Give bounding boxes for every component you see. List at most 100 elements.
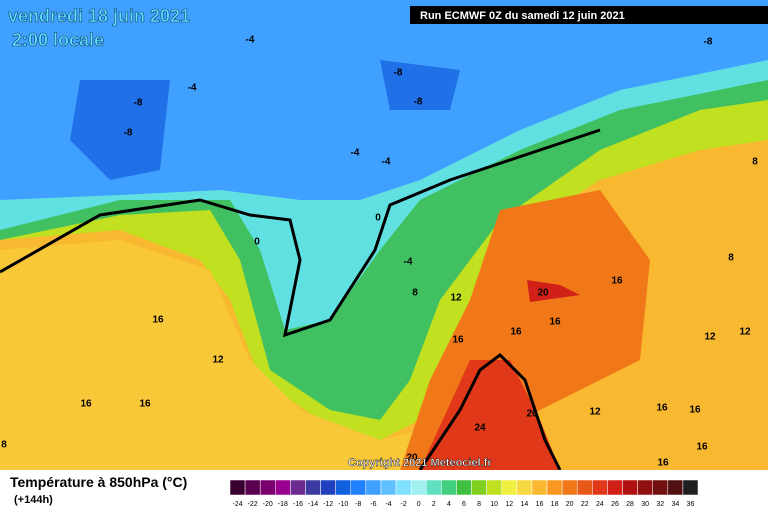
contour-label: 16 — [549, 317, 561, 328]
colorbar-label: 30 — [641, 501, 649, 508]
colorbar-label: -24 — [232, 501, 242, 508]
colorbar-label: 32 — [656, 501, 664, 508]
colorbar-swatch — [275, 479, 291, 496]
colorbar-label: 10 — [490, 501, 498, 508]
colorbar-swatch — [561, 479, 578, 496]
contour-label: 16 — [80, 399, 92, 410]
contour-label: 12 — [589, 407, 601, 418]
colorbar-label: 20 — [566, 501, 574, 508]
contour-label: 12 — [739, 327, 751, 338]
colorbar-label: 12 — [505, 501, 513, 508]
colorbar-swatch — [576, 479, 593, 496]
contour-label: 8 — [728, 253, 734, 264]
colorbar-label: 18 — [551, 501, 559, 508]
copyright: Copyright 2021 Meteociel.fr — [348, 457, 492, 469]
colorbar-swatch — [652, 479, 669, 496]
colorbar-swatch — [607, 479, 623, 496]
colorbar-label: 8 — [477, 501, 481, 508]
colorbar-swatch — [682, 479, 699, 496]
colorbar-swatch — [516, 479, 533, 496]
colorbar-swatch — [637, 479, 653, 496]
contour-label: 20 — [406, 453, 418, 464]
colorbar-label: -4 — [385, 501, 391, 508]
contour-label: 0 — [254, 237, 260, 248]
colorbar-label: -20 — [263, 501, 273, 508]
contour-label: -4 — [351, 148, 360, 159]
contour-label: 16 — [510, 327, 522, 338]
region-hotspot — [527, 280, 580, 302]
contour-label: 16 — [152, 315, 164, 326]
colorbar-label: -8 — [355, 501, 361, 508]
colorbar-label: 26 — [611, 501, 619, 508]
colorbar-label: -10 — [338, 501, 348, 508]
colorbar-swatch — [350, 479, 367, 496]
contour-label: 12 — [212, 355, 224, 366]
colorbar-swatch — [410, 479, 427, 496]
colorbar-label: -12 — [323, 501, 333, 508]
colorbar-swatch — [259, 479, 276, 496]
colorbar-label: 28 — [626, 501, 634, 508]
colorbar-swatch — [592, 479, 608, 496]
colorbar-label: 14 — [520, 501, 528, 508]
contour-label: 16 — [696, 442, 708, 453]
colorbar-swatch — [622, 479, 638, 496]
colorbar-swatch — [335, 479, 352, 496]
colorbar-swatch — [667, 479, 684, 496]
contour-label: 16 — [452, 335, 464, 346]
region-colder — [70, 60, 460, 180]
contour-label: 16 — [656, 403, 668, 414]
colorbar-label: 6 — [462, 501, 466, 508]
contour-label: -4 — [188, 83, 197, 94]
contour-label: 8 — [1, 440, 7, 451]
contour-label: 16 — [139, 399, 151, 410]
contour-label: 0 — [375, 213, 381, 224]
colorbar-label: 2 — [432, 501, 436, 508]
local-time: 2:00 locale — [12, 30, 104, 50]
colorbar-swatch — [305, 479, 321, 496]
contour-label: 12 — [450, 293, 462, 304]
run-box — [410, 6, 768, 24]
contour-label: 16 — [689, 405, 701, 416]
contour-label: -8 — [124, 128, 133, 139]
contour-label: 16 — [657, 458, 669, 469]
colorbar-swatch — [380, 479, 397, 496]
contour-label: -8 — [704, 37, 713, 48]
region-hottest — [420, 360, 560, 470]
contour-label: 16 — [611, 276, 623, 287]
colorbar-label: 24 — [596, 501, 604, 508]
colorbar-label: -16 — [293, 501, 303, 508]
contour-label: -4 — [246, 35, 255, 46]
colorbar-swatch — [365, 479, 382, 496]
colorbar-label: 34 — [671, 501, 679, 508]
contour-label: -8 — [414, 97, 423, 108]
region-warm — [0, 240, 440, 470]
colorbar-swatch — [471, 479, 487, 496]
contour-label: -4 — [382, 157, 391, 168]
colorbar-label: 0 — [417, 501, 421, 508]
contour-label: 8 — [412, 288, 418, 299]
colorbar-swatch — [531, 479, 548, 496]
contour-label: 8 — [752, 157, 758, 168]
colorbar-swatch — [546, 479, 563, 496]
colorbar-label: 22 — [581, 501, 589, 508]
contour-label: 20 — [537, 288, 549, 299]
contour-label: -4 — [404, 257, 413, 268]
colorbar-swatch — [501, 479, 518, 496]
legend-title: Température à 850hPa (°C) — [10, 474, 187, 490]
colorbar-label: -18 — [278, 501, 288, 508]
colorbar-swatch — [456, 479, 472, 496]
colorbar-label: -2 — [400, 501, 406, 508]
contour-label: -8 — [134, 98, 143, 109]
colorbar-label: -22 — [248, 501, 258, 508]
colorbar-swatch — [395, 479, 412, 496]
twenty-isotherm — [418, 353, 562, 471]
colorbar-swatch — [426, 479, 442, 496]
colorbar-label: 36 — [687, 501, 695, 508]
contour-label: 24 — [474, 423, 486, 434]
region-cold — [0, 0, 768, 200]
contour-label: 20 — [526, 409, 538, 420]
colorbar-swatch — [229, 479, 246, 496]
run-info: Run ECMWF 0Z du samedi 12 juin 2021 — [420, 10, 625, 22]
colorbar-swatch — [244, 479, 261, 496]
